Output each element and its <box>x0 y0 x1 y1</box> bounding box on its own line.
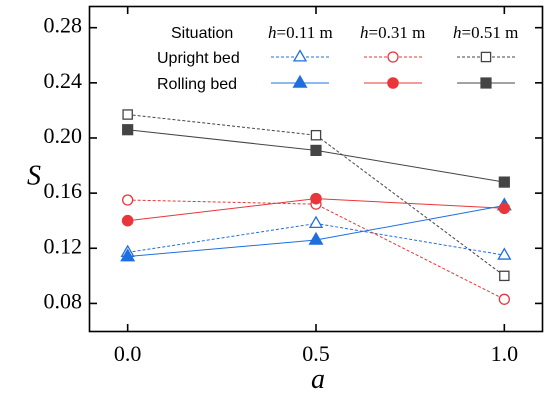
data-point <box>310 129 322 141</box>
series-line <box>127 114 505 277</box>
y-axis-label: S <box>27 160 41 191</box>
data-point <box>308 231 324 245</box>
data-point <box>122 124 134 136</box>
legend-marker <box>480 77 492 89</box>
legend-column-label: h=0.51 m <box>453 23 518 42</box>
x-tick-label: 0.0 <box>114 341 142 366</box>
legend-marker <box>480 51 492 63</box>
data-point <box>121 214 134 227</box>
legend-marker <box>387 77 399 89</box>
legend-marker <box>387 51 399 63</box>
legend-column-label: h=0.11 m <box>268 23 333 42</box>
series-line <box>127 205 505 258</box>
data-point <box>122 109 133 120</box>
y-tick-label: 0.24 <box>44 68 83 93</box>
legend-header: Situation <box>171 25 233 42</box>
y-axis: 0.08 0.12 0.16 0.20 0.24 0.28 <box>44 13 542 313</box>
y-tick-label: 0.20 <box>44 123 83 148</box>
data-point <box>498 293 510 305</box>
series <box>122 124 510 188</box>
legend-samples <box>271 49 515 89</box>
data-point <box>310 144 322 156</box>
y-tick-label: 0.28 <box>44 13 83 38</box>
data-point <box>497 247 512 260</box>
legend-marker <box>292 49 308 62</box>
x-axis: 0.0 0.5 1.0 <box>114 7 518 366</box>
legend-marker <box>292 74 308 88</box>
y-tick-label: 0.08 <box>44 288 83 313</box>
data-point <box>499 270 510 282</box>
legend-column-label: h=0.31 m <box>360 23 425 42</box>
series <box>122 109 510 282</box>
data-point <box>498 176 510 188</box>
legend-row-label: Upright bed <box>157 50 240 67</box>
x-axis-label: a <box>311 364 325 395</box>
y-tick-label: 0.12 <box>44 233 83 258</box>
data-point <box>122 194 134 206</box>
legend-row-label: Rolling bed <box>157 76 237 93</box>
x-tick-label: 1.0 <box>491 341 519 366</box>
y-tick-label: 0.16 <box>44 178 83 203</box>
series-layer <box>120 109 512 305</box>
series-line <box>127 199 505 300</box>
data-point <box>120 248 136 262</box>
data-point <box>310 192 322 205</box>
data-point <box>498 202 511 215</box>
series <box>121 192 511 227</box>
series <box>122 194 510 305</box>
legend: Situation Upright bed Rolling bed h=0.11… <box>157 23 518 93</box>
plot-frame <box>88 5 544 333</box>
data-point <box>308 215 324 229</box>
x-tick-label: 0.5 <box>302 341 330 366</box>
